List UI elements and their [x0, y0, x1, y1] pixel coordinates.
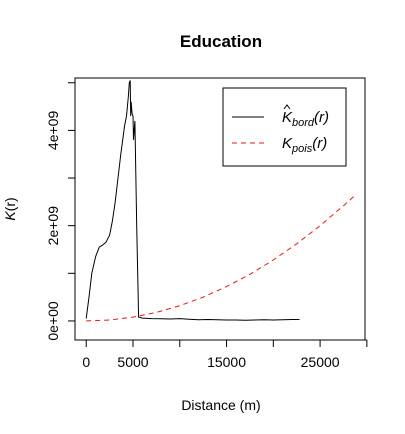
legend-label-sub: bord: [292, 117, 315, 129]
y-axis-title: K(r): [2, 197, 18, 220]
y-axis-title-arg: (r): [2, 197, 18, 211]
legend-label-arg: (r): [314, 109, 329, 126]
legend-label-arg: (r): [312, 135, 327, 152]
x-axis: 0 5000 15000 25000: [82, 339, 368, 370]
legend-hat-mark: [283, 104, 291, 110]
legend-label-pois: Kpois(r): [282, 135, 327, 155]
legend: Kbord(r)Kpois(r): [222, 87, 347, 167]
y-axis-title-main: K: [2, 211, 18, 221]
legend-label-main: K: [282, 135, 293, 152]
legend-label-bord: Kbord(r): [282, 109, 329, 129]
series-line-bord: [85, 80, 300, 321]
y-tick-label: 0e+00: [45, 301, 61, 341]
x-tick-label: 5000: [117, 354, 148, 370]
x-axis-title: Distance (m): [181, 397, 260, 413]
x-tick-label: 15000: [207, 354, 246, 370]
series-layer: [85, 80, 356, 322]
x-tick-label: 0: [82, 354, 90, 370]
y-tick-label: 2e+09: [45, 206, 61, 246]
x-tick-label: 25000: [301, 354, 340, 370]
chart-title: Education: [180, 32, 262, 51]
legend-label-sub: pois: [291, 143, 313, 155]
y-axis: 0e+00 2e+09 4e+09: [45, 82, 76, 341]
series-line-pois: [86, 195, 356, 322]
legend-label-main: K: [282, 109, 293, 126]
y-tick-label: 4e+09: [45, 111, 61, 151]
legend-box: [222, 87, 347, 167]
